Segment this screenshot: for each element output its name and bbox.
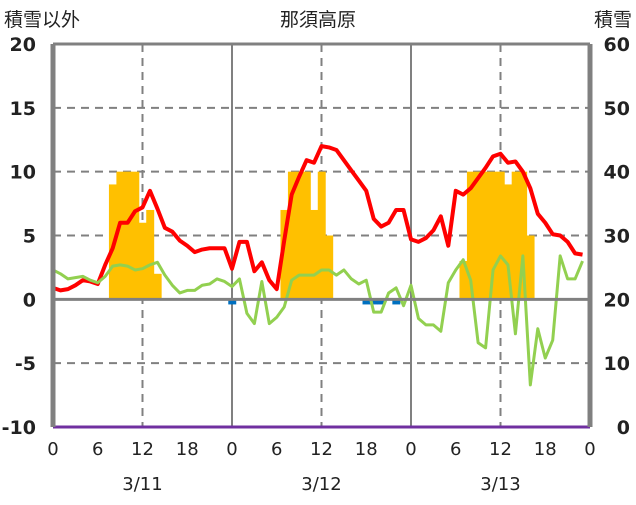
left-tick-label: -10: [2, 417, 36, 439]
left-tick-label: 20: [10, 34, 36, 56]
right-tick-label: 30: [604, 226, 630, 248]
snow-bar: [481, 171, 490, 300]
plot-frame: [50, 42, 593, 427]
left-tick-label: 0: [23, 289, 36, 311]
right-tick-label: 20: [604, 289, 630, 311]
day-label: 3/11: [122, 474, 162, 495]
snow-bar: [302, 171, 311, 300]
left-tick-label: 5: [23, 226, 36, 248]
snow-bar: [511, 171, 520, 300]
x-tick-label: 18: [355, 439, 378, 460]
x-tick-label: 6: [271, 439, 282, 460]
left-tick-label: 10: [10, 162, 36, 184]
snow-bar: [146, 209, 155, 300]
snow-bar: [131, 171, 140, 300]
snow-bar: [325, 235, 334, 300]
bars: [108, 171, 535, 305]
snow-bar: [280, 209, 289, 300]
x-tick-label: 18: [534, 439, 557, 460]
x-tick-label: 0: [584, 439, 595, 460]
left-axis-label: 積雪以外: [4, 9, 80, 31]
x-tick-label: 6: [450, 439, 461, 460]
x-tick-label: 0: [47, 439, 58, 460]
red-line: [52, 144, 583, 293]
snow-bar: [504, 184, 513, 300]
right-tick-label: 40: [604, 162, 630, 184]
x-tick-label: 12: [131, 439, 154, 460]
snow-bar: [459, 261, 468, 300]
green-line: [52, 254, 584, 387]
snow-bar: [496, 171, 505, 300]
blue-bar: [369, 299, 378, 305]
snow-bar: [317, 171, 326, 300]
right-tick-label: 10: [604, 353, 630, 375]
blue-bar: [377, 299, 386, 305]
lines: [52, 144, 590, 429]
blue-bar: [228, 299, 237, 305]
snow-bar: [466, 171, 475, 300]
x-tick-label: 12: [489, 439, 512, 460]
blue-bar: [362, 299, 371, 305]
snow-bar: [526, 235, 535, 300]
right-tick-label: 60: [604, 34, 630, 56]
snow-bar: [295, 171, 304, 300]
snow-bar: [153, 273, 162, 300]
right-tick-label: 50: [604, 98, 630, 120]
snow-bar: [287, 171, 296, 300]
x-tick-label: 12: [310, 439, 333, 460]
x-tick-label: 0: [226, 439, 237, 460]
left-tick-label: -5: [15, 353, 36, 375]
chart-title: 那須高原: [280, 9, 356, 31]
day-label: 3/12: [301, 474, 341, 495]
blue-bar: [392, 299, 401, 305]
x-tick-label: 6: [92, 439, 103, 460]
snow-bar: [474, 171, 483, 300]
snow-bar: [138, 222, 147, 300]
snow-bar: [519, 171, 528, 300]
x-tick-label: 18: [176, 439, 199, 460]
snow-bar: [123, 171, 132, 300]
x-tick-label: 0: [405, 439, 416, 460]
snow-bar: [310, 209, 319, 300]
left-tick-label: 15: [10, 98, 36, 120]
right-axis-label: 積雪: [594, 9, 632, 31]
right-tick-label: 0: [617, 417, 630, 439]
snow-bar: [489, 171, 498, 300]
day-label: 3/13: [480, 474, 520, 495]
snow-bar: [116, 171, 125, 300]
